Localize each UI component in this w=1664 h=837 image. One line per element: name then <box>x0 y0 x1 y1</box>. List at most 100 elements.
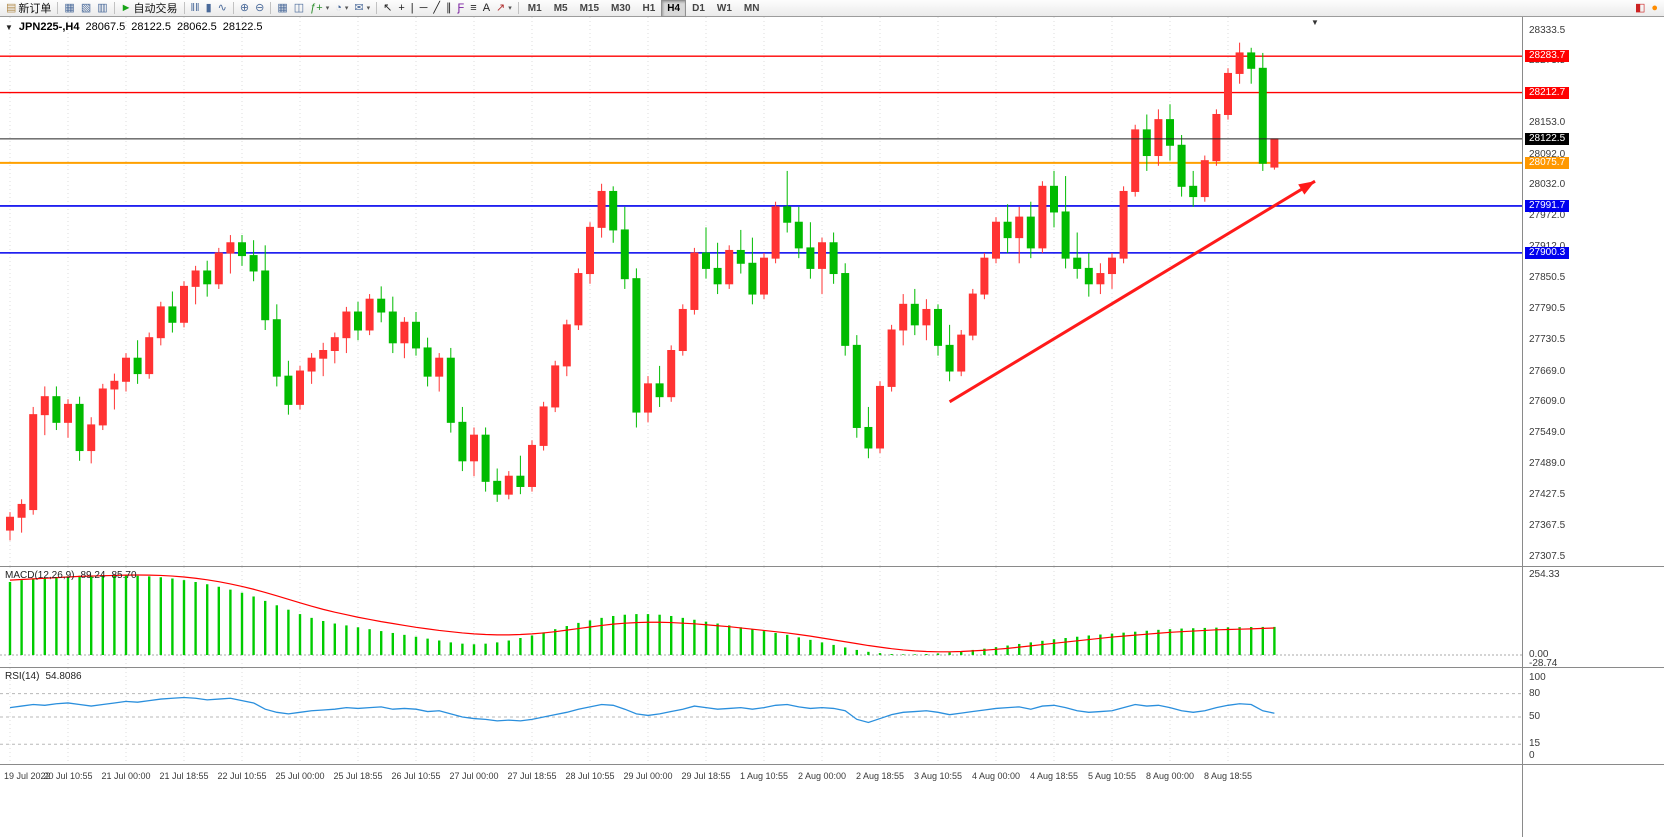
timeframe-button-h1[interactable]: H1 <box>642 2 656 14</box>
horizontal-line-button[interactable]: ─ <box>417 1 431 16</box>
bar-chart-button[interactable]: ǁǁ <box>188 1 203 16</box>
macd-name: MACD(12,26,9) <box>5 570 75 581</box>
zoom-out-button[interactable]: ⊖ <box>252 1 267 16</box>
candle-body <box>794 221 803 249</box>
autotrading-button[interactable]: ► 自动交易 <box>118 1 181 16</box>
new-order-icon: ▤ <box>6 1 17 14</box>
tile-windows-button[interactable]: ▦ <box>274 1 290 16</box>
templates-button[interactable]: ✉ ▾ <box>351 1 373 16</box>
candle-body <box>481 434 490 482</box>
vertical-line-button[interactable]: | <box>408 1 417 16</box>
one-click-trading-arrow[interactable]: ▼ <box>5 22 13 32</box>
rsi-axis-label: 0 <box>1529 750 1535 761</box>
trendline-button[interactable]: ╱ <box>430 1 443 16</box>
candle-body <box>783 206 792 223</box>
candle-body <box>493 480 502 495</box>
dropdown-caret-icon[interactable]: ▾ <box>325 5 330 12</box>
community-button[interactable]: ◧ <box>1632 1 1648 16</box>
time-axis-label: 2 Aug 18:55 <box>855 771 905 781</box>
candle-body <box>736 249 745 264</box>
new-order-button[interactable]: ▤ 新订单 <box>3 1 54 16</box>
price-tick-label: 27609.0 <box>1529 396 1566 408</box>
price-chart-pane[interactable]: ▼ JPN225-,H4 28067.5 28122.5 28062.5 281… <box>0 17 1522 566</box>
price-level-badge: 28212.7 <box>1525 86 1570 99</box>
pane-splitter-macd[interactable] <box>0 566 1664 567</box>
dropdown-caret-icon[interactable]: ▾ <box>508 5 512 12</box>
candle-body <box>1050 185 1058 213</box>
price-axis[interactable]: 28333.528273.528153.028092.028032.027972… <box>1522 17 1664 837</box>
candle-body <box>122 357 130 382</box>
channel-button[interactable]: ∥ <box>443 1 455 16</box>
candle-body <box>841 273 850 346</box>
arrows-button[interactable]: ↗ ▾ <box>493 1 515 16</box>
trend-arrow-head[interactable] <box>1298 181 1315 195</box>
time-axis-border <box>0 764 1664 765</box>
dropdown-caret-icon[interactable]: ▾ <box>344 5 349 12</box>
new-chart-button[interactable]: ▦ <box>61 1 77 16</box>
cursor-button[interactable]: ↖ <box>380 1 395 16</box>
rsi-pane[interactable]: RSI(14) 54.8086 <box>0 668 1522 764</box>
time-axis-label: 3 Aug 10:55 <box>913 771 963 781</box>
indicators-icon: ƒ+ <box>310 1 323 14</box>
candle-body <box>342 311 351 339</box>
candle-body <box>52 396 61 423</box>
chart-shift-marker[interactable]: ▼ <box>1311 18 1319 27</box>
timeframe-button-mn[interactable]: MN <box>743 2 760 14</box>
timeframe-button-d1[interactable]: D1 <box>692 2 705 14</box>
candle-body <box>1166 119 1174 146</box>
indicators-button[interactable]: ƒ+ ▾ <box>307 1 332 16</box>
alert-button[interactable]: ● <box>1648 1 1661 16</box>
price-tick-label: 28153.0 <box>1529 117 1566 129</box>
levels-button[interactable]: ≡ <box>467 1 479 16</box>
price-tick-label: 27307.5 <box>1529 551 1566 563</box>
price-tick-label: 27850.5 <box>1529 272 1566 284</box>
time-axis-label: 4 Aug 18:55 <box>1029 771 1079 781</box>
candle-body <box>203 270 212 285</box>
price-tick-label: 27669.0 <box>1529 365 1566 377</box>
levels-icon: ≡ <box>470 1 477 14</box>
crosshair-button[interactable]: + <box>395 1 407 16</box>
candlestick-chart[interactable] <box>0 17 1522 566</box>
candle-body <box>261 270 270 321</box>
price-tick-label: 28333.5 <box>1529 24 1566 36</box>
candle-body <box>899 303 908 331</box>
candlestick-chart-button[interactable]: ▮ <box>203 1 215 16</box>
data-window-button[interactable]: ▥ <box>94 1 110 16</box>
candle-body <box>214 252 223 285</box>
candle-body <box>690 252 699 310</box>
macd-chart[interactable] <box>0 567 1522 667</box>
candle-body <box>632 278 641 413</box>
low-value: 28062.5 <box>177 21 217 33</box>
cascade-windows-button[interactable]: ◫ <box>291 1 307 16</box>
timeframe-button-w1[interactable]: W1 <box>716 2 732 14</box>
timeframe-button-h4[interactable]: H4 <box>661 0 687 17</box>
fibonacci-button[interactable]: Ƒ <box>455 1 468 16</box>
candle-body <box>423 347 432 377</box>
candle-body <box>388 311 397 344</box>
candle-body <box>1061 211 1070 259</box>
candle-body <box>145 337 154 375</box>
profiles-button[interactable]: ▧ <box>78 1 94 16</box>
pane-splitter-rsi[interactable] <box>0 667 1664 668</box>
timeframe-button-m15[interactable]: M15 <box>579 2 600 14</box>
candle-body <box>620 229 629 280</box>
line-chart-button[interactable]: ∿ <box>215 1 230 16</box>
time-axis-label: 19 Jul 2022 <box>4 771 51 781</box>
text-button[interactable]: A <box>480 1 493 16</box>
rsi-name: RSI(14) <box>5 671 40 682</box>
timeframe-button-m1[interactable]: M1 <box>527 2 542 14</box>
price-tick-label: 27790.5 <box>1529 303 1566 315</box>
rsi-chart[interactable] <box>0 668 1522 764</box>
timeframe-button-m30[interactable]: M30 <box>611 2 631 14</box>
toolbar-separator <box>376 2 378 14</box>
price-level-badge: 27900.3 <box>1525 246 1570 259</box>
periods-button[interactable]: ◔ ▾ <box>332 1 351 16</box>
candle-body <box>168 306 177 323</box>
macd-pane[interactable]: MACD(12,26,9) 89.24 85.70 <box>0 567 1522 667</box>
time-axis[interactable]: 19 Jul 2022 20 Jul 10:55 21 Jul 00:00 21 Ju… <box>0 765 1522 837</box>
dropdown-caret-icon[interactable]: ▾ <box>366 5 371 12</box>
timeframe-button-m5[interactable]: M5 <box>553 2 568 14</box>
trend-arrow-line[interactable] <box>948 179 1316 404</box>
zoom-in-button[interactable]: ⊕ <box>237 1 252 16</box>
symbol-period-label: JPN225-,H4 <box>18 21 80 33</box>
